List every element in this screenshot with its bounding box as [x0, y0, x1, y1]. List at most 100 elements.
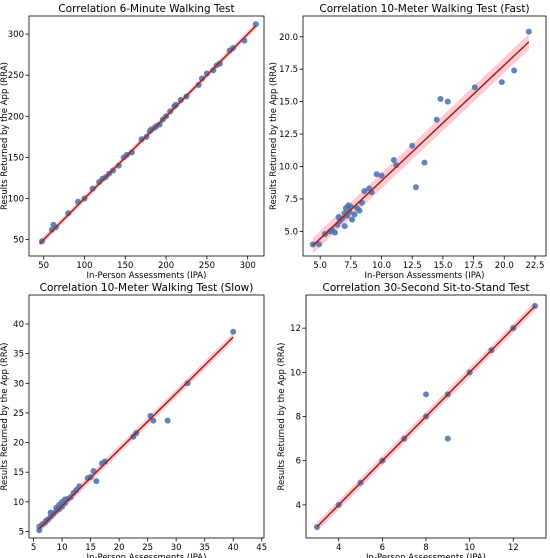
data-point: [198, 75, 205, 82]
data-point: [511, 67, 518, 74]
data-point: [409, 142, 416, 149]
data-point: [138, 136, 145, 143]
data-point: [356, 207, 363, 214]
data-point: [156, 121, 163, 128]
data-point: [351, 211, 358, 218]
chart-3: 5 10 15 20 25 30 35 40 45 5 10 15 20 25 30 35 40 Correlat…: [0, 282, 267, 558]
data-point: [331, 229, 338, 236]
data-point: [390, 157, 397, 163]
data-point: [373, 171, 380, 178]
data-point: [65, 210, 72, 217]
x-tick-label: 15: [85, 543, 96, 553]
data-point: [433, 116, 440, 123]
data-point: [444, 98, 451, 105]
chart-title: Correlation 30-Second Sit-to-Stand Test: [323, 282, 530, 294]
data-point: [89, 185, 96, 192]
regression-line-core: [39, 336, 234, 529]
data-point: [195, 82, 202, 89]
data-point: [172, 101, 179, 108]
x-tick-label: 35: [199, 543, 210, 553]
y-tick-label: 5: [19, 527, 24, 537]
chart-title: Correlation 10-Meter Walking Test (Slow): [40, 282, 254, 294]
x-tick-label: 10: [464, 543, 475, 553]
data-point: [437, 96, 444, 103]
data-point: [93, 478, 100, 485]
y-tick-label: 200: [8, 112, 24, 122]
chart-2: 5.0 7.5 10.0 12.5 15.0 17.5 20.0 22.5 5.0 7.5 10.0…: [269, 3, 547, 281]
x-tick-label: 17.5: [464, 261, 483, 271]
data-point: [412, 184, 419, 191]
x-tick-label: 20: [114, 543, 125, 553]
y-tick-label: 8: [296, 413, 301, 423]
data-point: [252, 21, 259, 28]
x-tick-label: 5.0: [313, 261, 327, 271]
y-tick-label: 20.0: [279, 33, 298, 43]
x-tick-label: 12.5: [403, 261, 422, 271]
data-point: [128, 149, 135, 156]
y-tick-label: 12: [290, 324, 301, 334]
y-tick-label: 4: [296, 501, 301, 511]
y-tick-label: 12.5: [279, 130, 298, 140]
data-point: [216, 60, 223, 67]
data-point: [184, 380, 191, 387]
data-point: [309, 241, 316, 248]
regression-line-core: [316, 305, 536, 528]
plot-area: [302, 15, 547, 257]
y-axis-label: Results Returned by the App (RRA): [277, 343, 287, 491]
y-tick-label: 40: [13, 320, 24, 330]
y-axis-label: Results Returned by the App (RRA): [269, 62, 279, 210]
x-tick-label: 7.5: [344, 261, 358, 271]
plot-area: [28, 294, 265, 539]
regression-line-core: [39, 25, 257, 244]
x-tick-label: 20.0: [495, 261, 514, 271]
y-tick-label: 15: [13, 468, 24, 478]
x-tick-label: 250: [199, 261, 215, 271]
data-point: [525, 28, 532, 35]
data-point: [423, 391, 429, 398]
data-point: [150, 417, 157, 424]
data-point: [230, 328, 237, 335]
x-tick-label: 10: [57, 543, 68, 553]
x-tick-label: 200: [158, 261, 174, 271]
data-point: [203, 70, 210, 77]
y-tick-label: 5.0: [284, 227, 298, 237]
data-point: [315, 241, 322, 248]
y-tick-label: 20: [13, 439, 24, 449]
x-tick-label: 8: [423, 543, 428, 553]
data-point: [361, 188, 368, 195]
chart-1: 50 100 150 200 250 300 50 100 150 200 250 300 Correl…: [0, 3, 265, 281]
x-tick-label: 50: [38, 261, 49, 271]
x-tick-label: 12: [508, 543, 519, 553]
x-tick-label: 45: [256, 543, 267, 553]
x-tick-label: 150: [117, 261, 133, 271]
x-tick-label: 300: [240, 261, 256, 271]
y-tick-label: 10.0: [279, 162, 298, 172]
x-tick-label: 40: [228, 543, 239, 553]
x-tick-label: 22.5: [525, 261, 544, 271]
data-point: [444, 435, 451, 442]
data-point: [378, 172, 385, 179]
data-point: [349, 216, 356, 223]
data-point: [164, 417, 171, 424]
chart-title: Correlation 6-Minute Walking Test: [58, 3, 234, 15]
data-point: [471, 84, 478, 91]
x-tick-label: 15.0: [433, 261, 452, 271]
y-tick-label: 10: [290, 368, 301, 378]
y-tick-label: 150: [8, 153, 24, 163]
plot-area: [28, 15, 265, 257]
chart-4: 4 6 8 10 12 4 6 8 10 12 Correlation 30-Second Sit-…: [277, 282, 547, 558]
y-tick-label: 300: [8, 30, 24, 40]
data-point: [341, 223, 348, 230]
y-axis-label: Results Returned by the App (RRA): [0, 343, 10, 491]
x-tick-label: 10.0: [372, 261, 391, 271]
chart-title: Correlation 10-Meter Walking Test (Fast): [319, 3, 529, 15]
y-tick-label: 30: [13, 379, 24, 389]
x-tick-label: 100: [76, 261, 92, 271]
y-tick-label: 15.0: [279, 98, 298, 108]
data-point: [210, 67, 217, 74]
y-tick-label: 10: [13, 498, 24, 508]
x-tick-label: 25: [142, 543, 153, 553]
x-axis-label: In-Person Assessments (IPA): [365, 271, 485, 281]
x-tick-label: 4: [336, 543, 341, 553]
